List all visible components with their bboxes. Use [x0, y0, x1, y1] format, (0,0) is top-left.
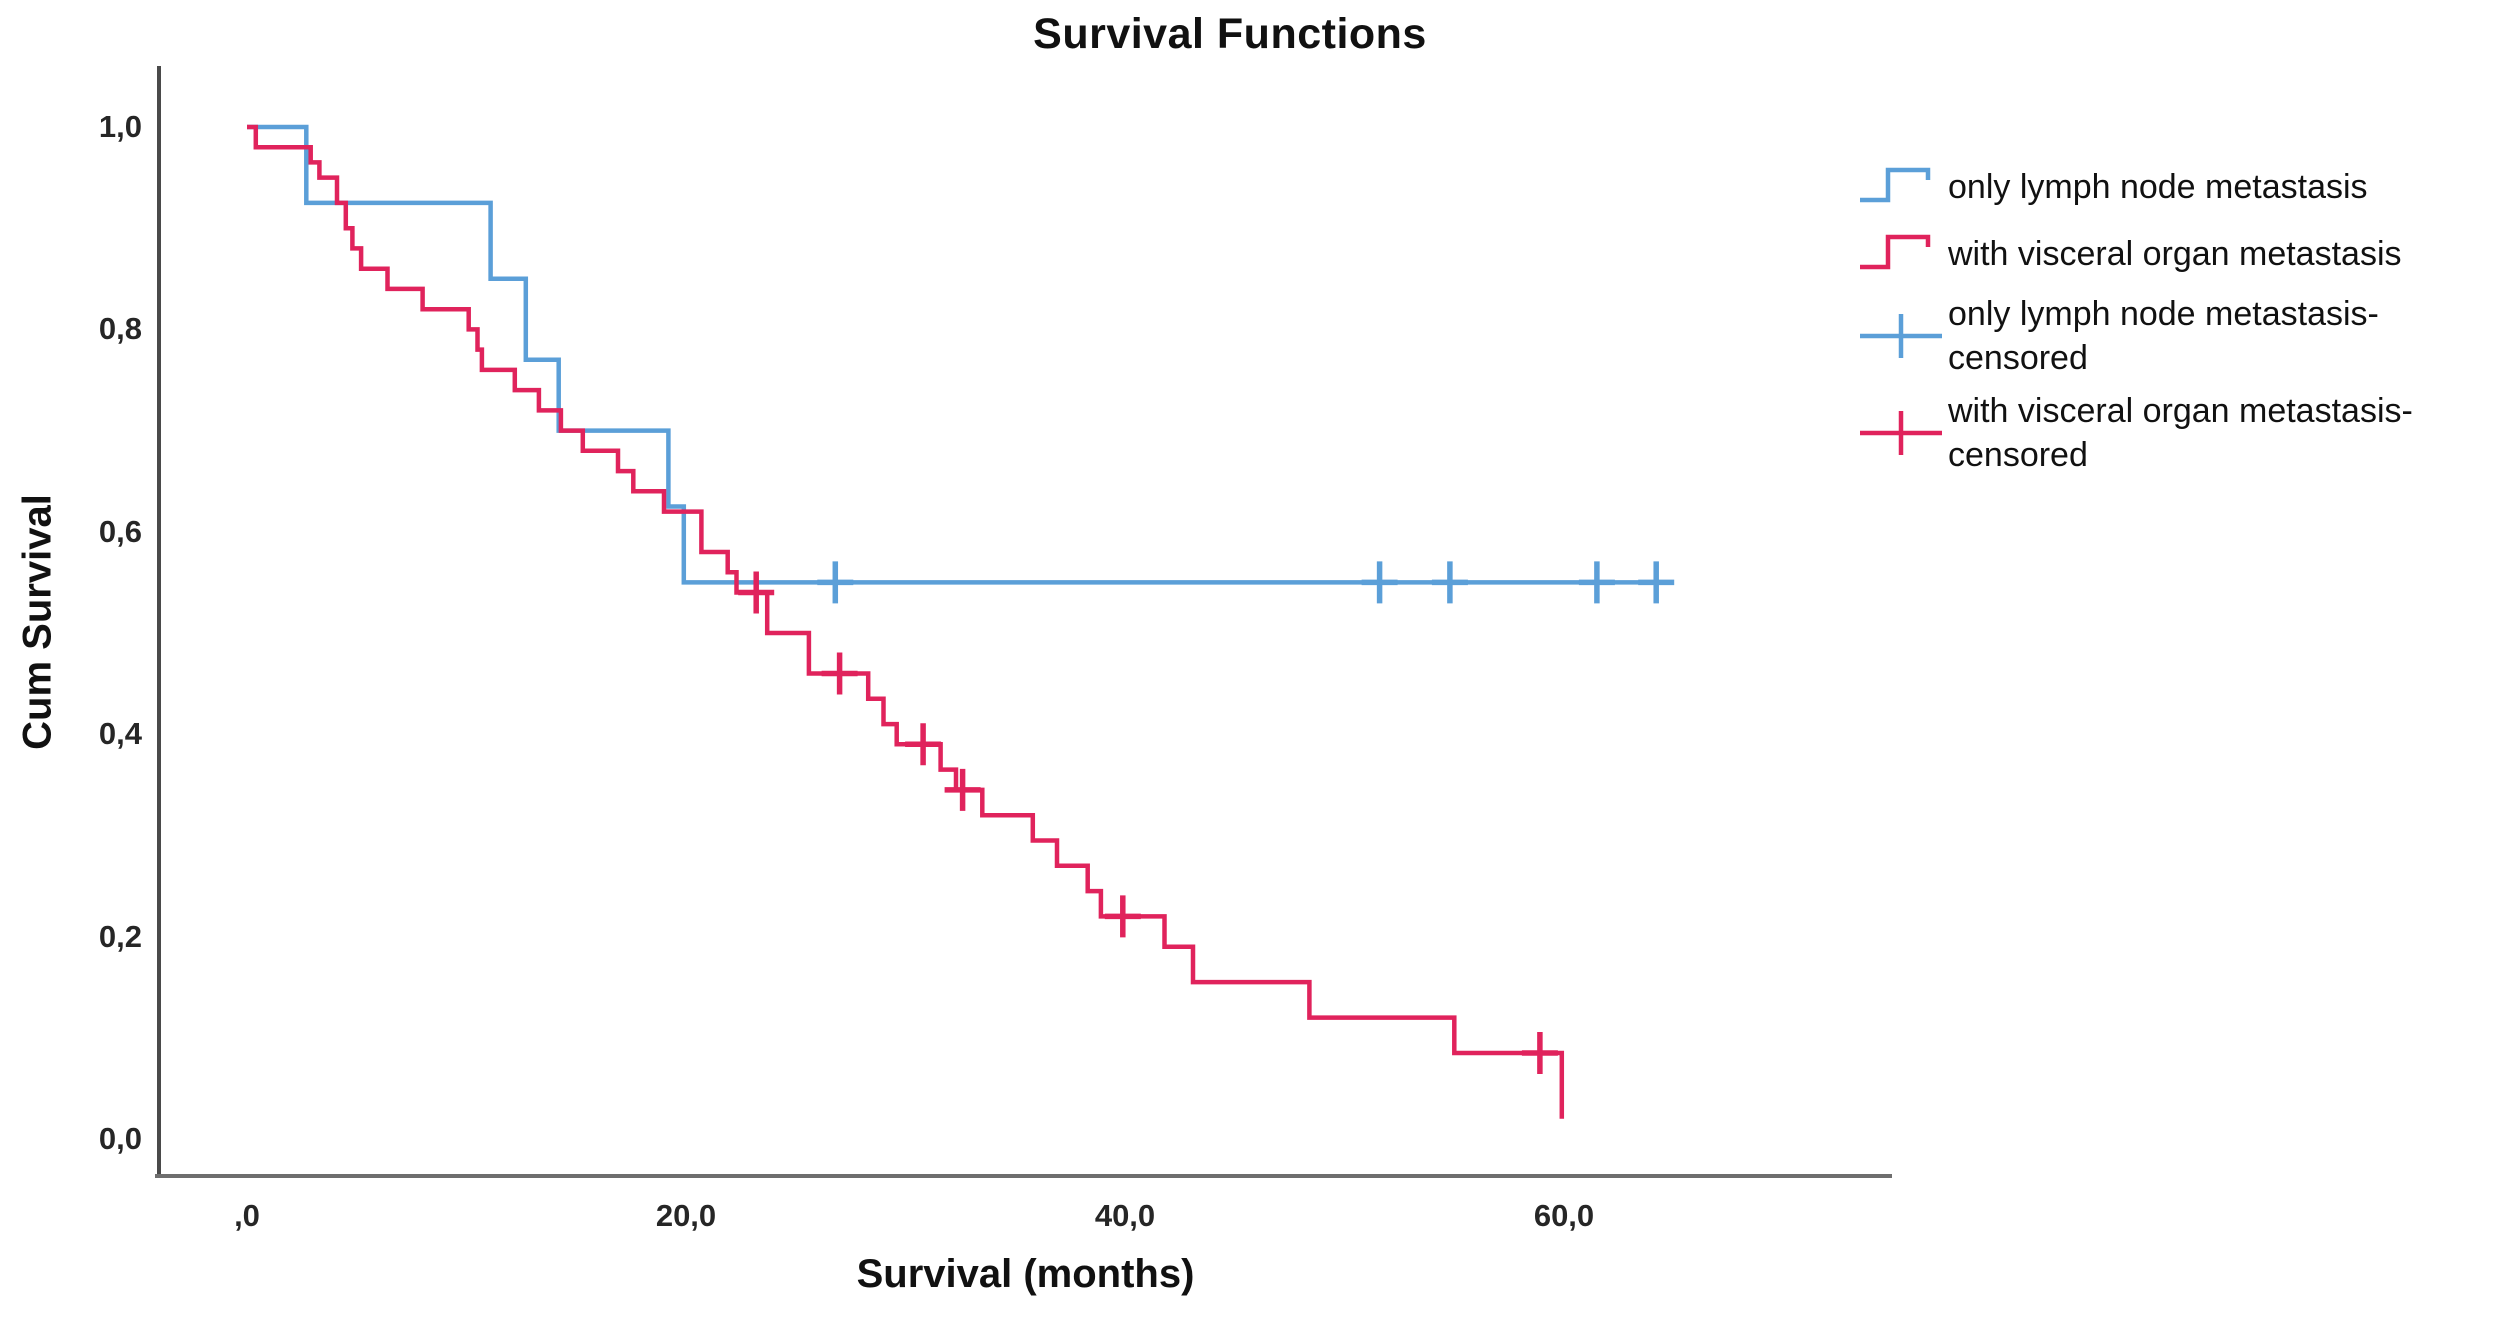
y-tick-label: 0,6: [98, 513, 142, 549]
legend-entry-lymph-node-censored: only lymph node metastasis-censored: [1856, 292, 2496, 380]
censored-mark-visceral: [905, 723, 942, 766]
legend-label: with visceral organ metastasis: [1948, 235, 2402, 273]
censored-marker-glyph-blue: [1860, 314, 1942, 358]
censored-mark-lymph-node: [1578, 561, 1615, 604]
x-tick-label: ,0: [234, 1198, 260, 1233]
censored-mark-visceral: [1521, 1032, 1558, 1074]
x-axis-title: Survival (months): [856, 1252, 1195, 1296]
censored-mark-lymph-node: [1431, 561, 1468, 604]
legend-label: only lymph node metastasis: [1948, 168, 2368, 206]
y-tick-label: 0,4: [98, 716, 142, 752]
series-curves: [247, 124, 1675, 1119]
legend: only lymph node metastasis with visceral…: [1856, 158, 2496, 486]
step-line-glyph-blue: [1860, 167, 1931, 203]
legend-label: with visceral organ metastasis-censored: [1948, 392, 2413, 474]
y-tick-label: 0,2: [98, 918, 142, 954]
x-tick-label: 20,0: [655, 1198, 717, 1233]
censored-mark-visceral: [944, 768, 981, 811]
legend-entry-lymph-node: only lymph node metastasis: [1856, 158, 2496, 216]
censored-marker-glyph-red: [1860, 411, 1942, 455]
step-line-glyph-red: [1860, 234, 1931, 270]
x-tick-label: 60,0: [1533, 1198, 1595, 1233]
legend-entry-visceral: with visceral organ metastasis: [1856, 225, 2496, 283]
censored-mark-visceral: [738, 571, 775, 614]
y-tick-label: 1,0: [98, 109, 142, 144]
y-tick-label: 0,8: [98, 311, 142, 347]
x-tick-label: 40,0: [1094, 1198, 1156, 1233]
survival-curve-visceral: [247, 124, 1565, 1119]
chart-title: Survival Functions: [1033, 10, 1427, 58]
censored-mark-visceral: [821, 652, 858, 695]
censored-mark-lymph-node: [1638, 561, 1675, 604]
censored-mark-lymph-node: [817, 561, 854, 604]
survival-curve-lymph-node: [247, 124, 1670, 585]
legend-entry-visceral-censored: with visceral organ metastasis-censored: [1856, 389, 2496, 477]
censored-mark-lymph-node: [1361, 561, 1398, 604]
y-tick-label: 0,0: [98, 1121, 142, 1156]
censored-mark-visceral: [1104, 895, 1141, 938]
legend-label: only lymph node metastasis-censored: [1948, 295, 2379, 377]
